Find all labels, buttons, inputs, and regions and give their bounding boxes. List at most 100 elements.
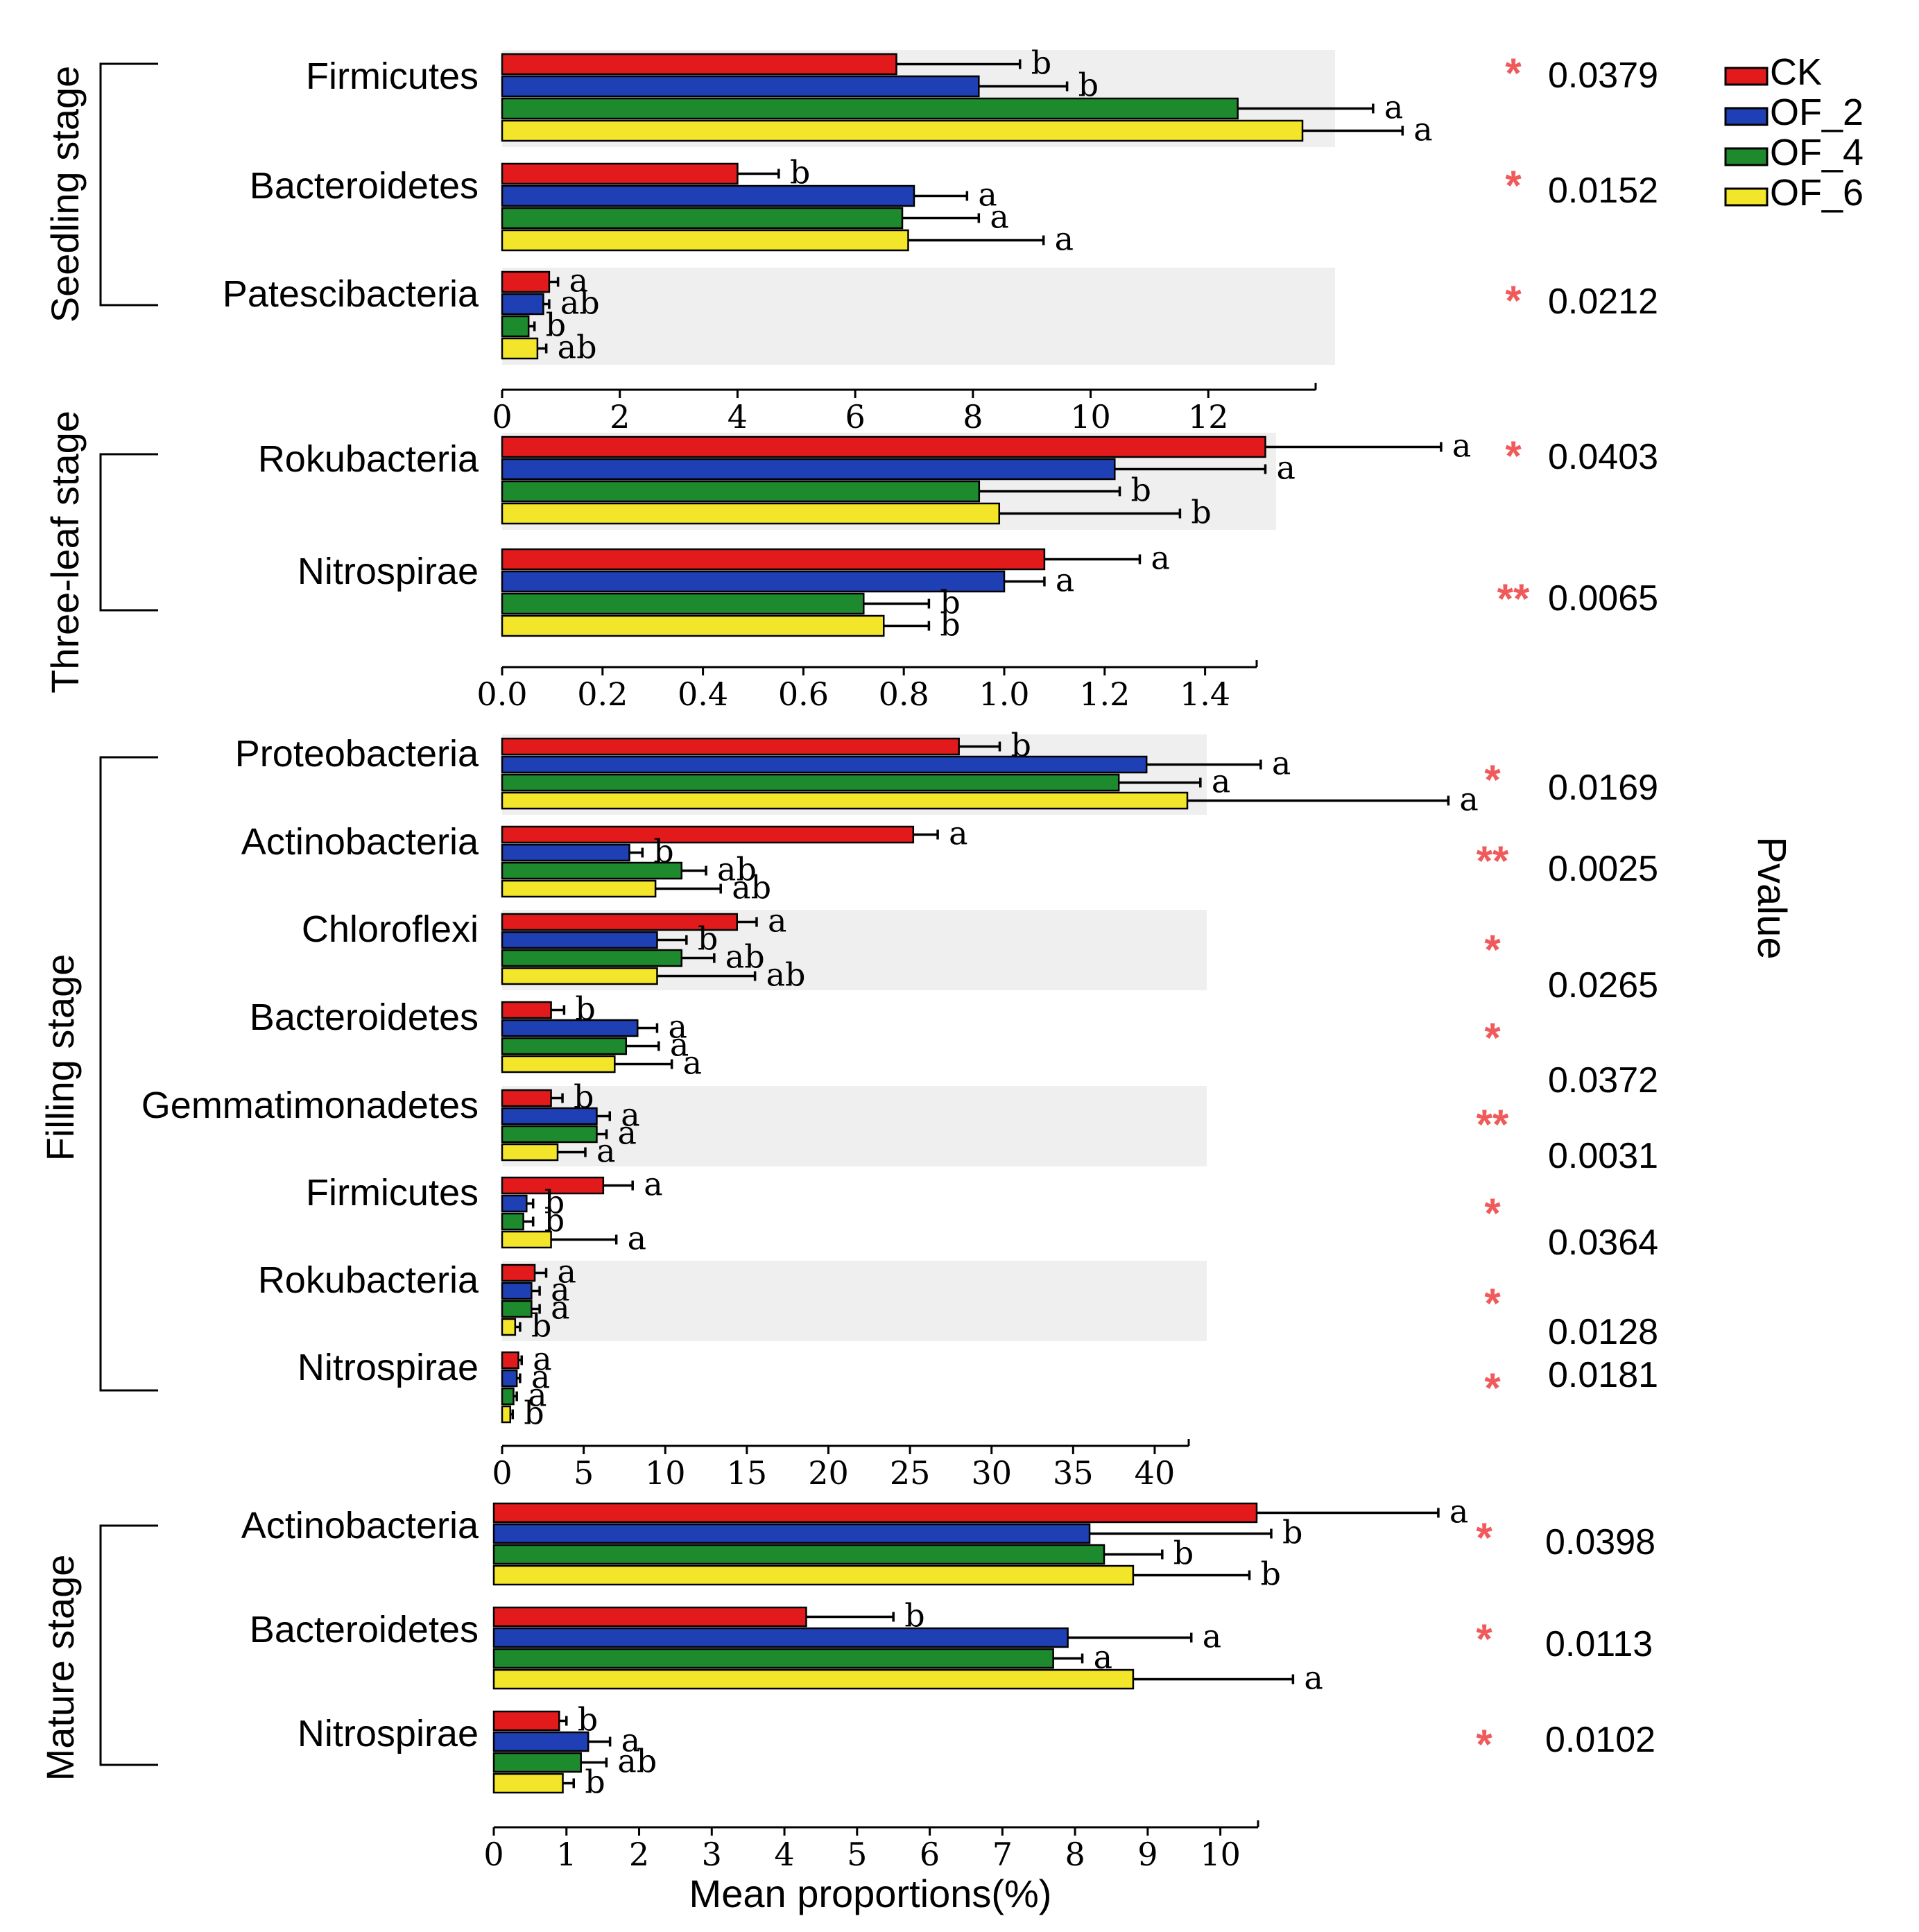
legend-label: OF_4 [1770,132,1864,173]
significance-letter: ab [766,956,806,994]
bar [492,1502,1258,1524]
x-tick-label: 1.2 [1079,675,1130,713]
taxon-label: Chloroflexi [302,908,479,950]
x-tick-label: 4 [774,1836,794,1873]
significance-letter: ab [732,869,771,906]
x-tick-label: 10 [645,1454,686,1492]
p-value: 0.0403 [1548,437,1658,477]
bar [501,1387,515,1406]
bar [501,1230,552,1249]
significance-letter: b [524,1395,544,1432]
significance-stars: * [1484,926,1501,973]
taxon-label: Nitrospirae [298,1347,479,1388]
p-value: 0.0169 [1548,768,1658,808]
taxon-label: Firmicutes [306,55,479,97]
bar [501,931,658,949]
significance-stars: * [1505,50,1522,96]
bar [501,1318,517,1336]
x-tick-label: 5 [847,1836,867,1873]
taxon-label: Rokubacteria [258,438,479,480]
significance-letter: ab [617,1743,657,1780]
x-tick-label: 1.0 [979,675,1029,713]
x-tick-label: 6 [920,1836,940,1873]
bar [492,1648,1054,1669]
bar [501,207,904,230]
bar [501,1263,536,1282]
x-tick-label: 0.6 [778,675,829,713]
bar [501,1405,512,1424]
significance-stars: ** [1477,1101,1509,1148]
stage-label: Seedling stage [43,66,87,323]
significance-letter: a [618,1114,637,1152]
legend-swatch [1724,187,1769,207]
bar [501,548,1046,571]
significance-letter: a [668,1008,687,1046]
significance-letter: a [990,198,1008,236]
x-tick-label: 0.0 [476,675,527,713]
bar [492,1627,1069,1648]
significance-letter: a [569,262,588,300]
bar [501,75,980,98]
bar [501,480,981,503]
bar [501,502,1001,525]
significance-letter: a [621,1722,640,1759]
significance-stars: * [1476,1515,1492,1561]
significance-stars: * [1505,277,1522,324]
bar [501,755,1148,774]
bar [501,1089,552,1107]
significance-letter: ab [717,851,757,888]
bar [501,53,897,76]
significance-letter: b [1191,494,1211,531]
significance-stars: * [1505,433,1522,479]
significance-letter: a [1449,1493,1468,1530]
taxon-label: Proteobacteria [235,733,479,775]
x-tick-label: 1.4 [1180,675,1230,713]
significance-letter: a [1056,562,1074,599]
p-value: 0.0031 [1548,1136,1658,1176]
significance-letter: a [551,1271,569,1309]
bar [492,1544,1105,1565]
p-value: 0.0265 [1548,965,1658,1006]
bar [501,967,658,985]
bar [501,315,530,338]
significance-letter: a [1384,89,1403,126]
pvalue-label: Pvalue [1749,836,1794,959]
bar [501,1037,628,1055]
significance-stars: ** [1477,838,1509,884]
significance-letter: a [531,1359,550,1396]
bar [492,1752,582,1773]
significance-stars: ** [1497,576,1530,622]
x-tick-label: 15 [727,1454,768,1492]
x-tick-label: 2 [610,398,630,435]
stage-label: Mature stage [38,1555,82,1782]
bar [501,1107,598,1125]
significance-stars: * [1476,1616,1492,1662]
p-value: 0.0152 [1548,171,1658,211]
stage-bracket [99,1524,158,1766]
bar [492,1606,807,1628]
significance-letter: a [1304,1659,1323,1697]
p-value: 0.0102 [1545,1720,1655,1760]
p-value: 0.0025 [1548,849,1658,889]
bar [492,1523,1091,1544]
x-tick-label: 2 [629,1836,649,1873]
stage-bracket [99,62,158,307]
p-value: 0.0398 [1545,1522,1655,1562]
bar [501,843,630,862]
x-tick-label: 9 [1137,1836,1158,1873]
taxon-label: Nitrospirae [298,1713,479,1754]
bar [501,737,960,756]
x-tick-label: 10 [1070,398,1111,435]
taxon-label: Rokubacteria [258,1259,479,1301]
significance-letter: ab [725,938,765,976]
legend-label: CK [1770,51,1822,93]
bar [501,229,909,252]
stage-bracket [99,453,158,612]
stage-bracket [99,756,158,1392]
legend-swatch [1724,107,1769,126]
x-tick-label: 0 [483,1836,504,1873]
significance-letter: a [528,1377,547,1414]
x-tick-label: 0.2 [577,675,628,713]
significance-letter: a [683,1044,702,1082]
